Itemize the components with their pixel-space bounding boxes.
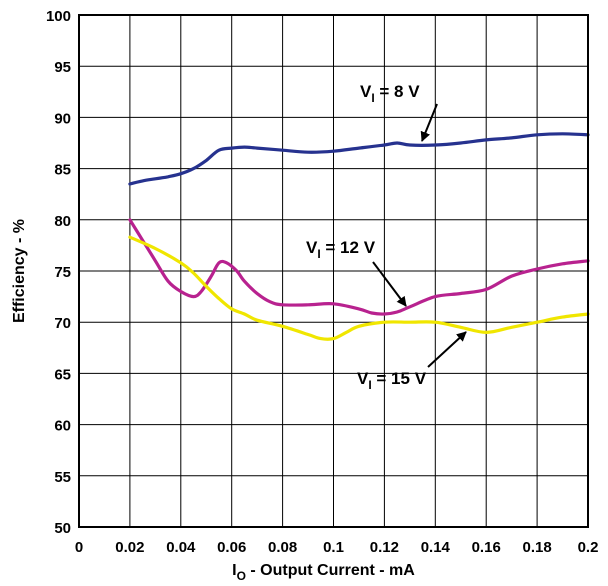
x-tick-label: 0.2 xyxy=(578,539,599,556)
svg-text:VI = 12 V: VI = 12 V xyxy=(306,238,376,261)
annotation-vi-8-arrow xyxy=(420,103,438,142)
y-tick-label: 55 xyxy=(54,469,71,486)
series-layer xyxy=(128,132,590,341)
x-tick-label: 0.18 xyxy=(522,539,551,556)
x-tick-label: 0.16 xyxy=(472,539,501,556)
x-tick-label: 0.04 xyxy=(166,539,196,556)
y-tick-label: 65 xyxy=(54,366,71,383)
annotation-vi-8-rest: = 8 V xyxy=(375,82,421,101)
x-axis-title-main: I xyxy=(232,562,236,579)
y-tick-label: 75 xyxy=(54,264,71,281)
y-tick-label: 85 xyxy=(54,162,71,179)
series-vi-12-line xyxy=(128,218,590,316)
x-tick-label: 0.1 xyxy=(323,539,344,556)
tick-labels: 0 0.02 0.04 0.06 0.08 0.1 0.12 0.14 0.16 0.18 0.2 5… xyxy=(46,8,598,556)
annotation-vi-12: VI = 12 V xyxy=(306,238,407,307)
x-tick-label: 0.12 xyxy=(370,539,399,556)
y-axis-title: Efficiency - % xyxy=(11,219,28,323)
x-axis-title-rest: - Output Current - mA xyxy=(246,562,415,579)
y-tick-label: 60 xyxy=(54,418,71,435)
annotation-vi-12-arrow xyxy=(372,261,407,307)
x-tick-label: 0 xyxy=(75,539,83,556)
annotation-vi-15-arrow xyxy=(427,331,467,368)
plot-frame xyxy=(78,14,589,528)
x-tick-label: 0.06 xyxy=(217,539,246,556)
y-tick-label: 95 xyxy=(54,59,71,76)
series-vi-15-line xyxy=(128,235,590,341)
x-tick-label: 0.08 xyxy=(268,539,297,556)
svg-text:VI = 8 V: VI = 8 V xyxy=(360,82,420,105)
x-tick-label: 0.02 xyxy=(115,539,144,556)
grid xyxy=(78,14,589,528)
x-tick-label: 0.14 xyxy=(421,539,451,556)
annotation-vi-8-main: V xyxy=(360,82,372,101)
y-tick-label: 90 xyxy=(54,110,71,127)
annotation-vi-12-rest: = 12 V xyxy=(321,238,376,257)
annotation-vi-8: VI = 8 V xyxy=(360,82,438,142)
annotation-vi-15: VI = 15 V xyxy=(357,331,467,392)
annotation-vi-12-main: V xyxy=(306,238,318,257)
svg-text:VI = 15 V: VI = 15 V xyxy=(357,369,427,392)
y-tick-label: 50 xyxy=(54,520,71,537)
annotation-vi-15-sub: I xyxy=(368,378,371,392)
annotation-vi-15-main: V xyxy=(357,369,369,388)
y-tick-label: 80 xyxy=(54,213,71,230)
y-tick-label: 100 xyxy=(46,8,71,25)
annotation-vi-8-sub: I xyxy=(371,91,374,105)
series-vi-8-line xyxy=(128,132,590,186)
annotation-vi-15-rest: = 15 V xyxy=(372,369,427,388)
y-tick-label: 70 xyxy=(54,315,71,332)
x-axis-title-sub: O xyxy=(237,569,246,583)
x-axis-title: IO - Output Current - mA xyxy=(232,562,415,583)
annotation-vi-12-sub: I xyxy=(317,247,320,261)
